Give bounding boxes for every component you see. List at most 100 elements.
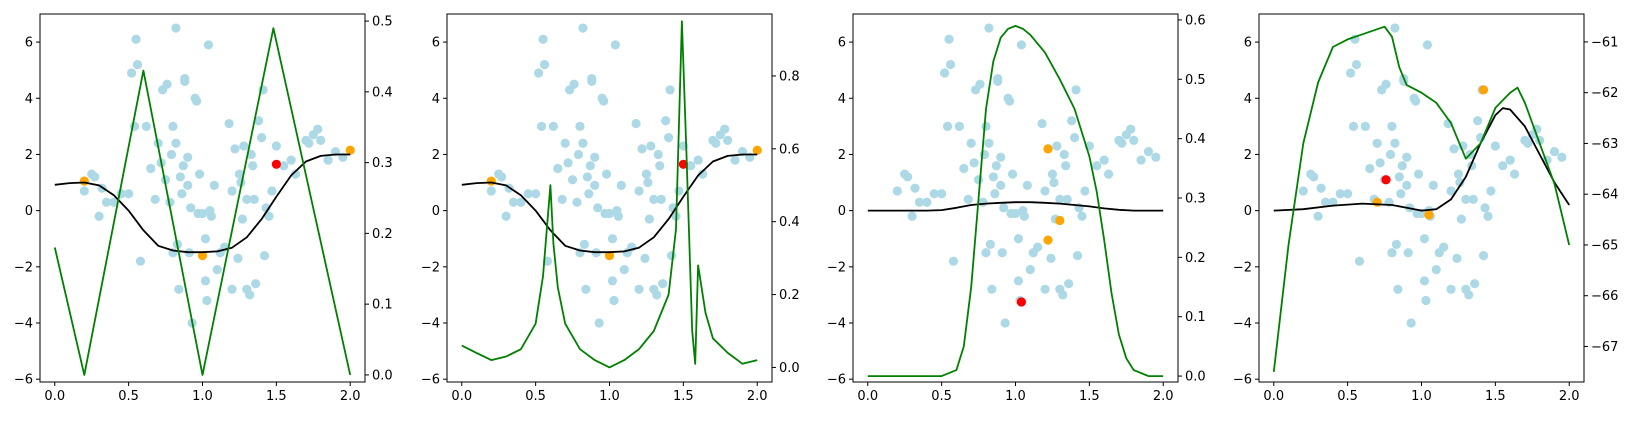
scatter-point xyxy=(963,194,973,205)
scatter-point xyxy=(539,59,550,70)
orange-point xyxy=(1478,85,1489,95)
scatter-point xyxy=(1393,284,1403,294)
scatter-point xyxy=(653,149,663,160)
scatter-point xyxy=(516,197,526,207)
scatter-point xyxy=(658,279,668,289)
x-tick-label: 1.5 xyxy=(1079,389,1100,404)
scatter-point xyxy=(1446,186,1456,196)
plot-area xyxy=(867,23,1164,378)
scatter-point xyxy=(1381,79,1391,89)
scatter-point xyxy=(1410,96,1421,106)
scatter-point xyxy=(656,194,666,205)
scatter-point xyxy=(538,34,548,44)
scatter-point xyxy=(579,239,589,249)
scatter-point xyxy=(206,211,216,221)
y2-tick-label: 0.0 xyxy=(372,368,393,383)
red-point xyxy=(678,159,688,169)
scatter-point xyxy=(1470,279,1480,289)
y-tick-label: −4 xyxy=(421,317,440,332)
scatter-point xyxy=(575,121,585,131)
scatter-point xyxy=(536,121,547,131)
y-tick-label: 6 xyxy=(25,36,33,51)
scatter-point xyxy=(587,76,597,87)
y2-tick-label: 0.0 xyxy=(1185,370,1206,385)
x-tick-label: 0.5 xyxy=(931,389,952,404)
scatter-point xyxy=(1473,116,1483,126)
scatter-point xyxy=(183,180,193,190)
scatter-point xyxy=(162,79,172,89)
scatter-point xyxy=(1348,121,1359,131)
scatter-point xyxy=(1549,147,1560,157)
scatter-point xyxy=(1126,124,1136,134)
scatter-point xyxy=(194,169,205,179)
scatter-point xyxy=(996,180,1006,190)
scatter-point xyxy=(1136,155,1146,165)
scatter-point xyxy=(313,124,323,134)
scatter-point xyxy=(937,189,947,199)
y2-tick-label: 0.4 xyxy=(779,215,800,230)
y2-tick-label: −67 xyxy=(1591,340,1618,355)
orange-point xyxy=(1055,215,1065,226)
scatter-point xyxy=(1452,253,1462,263)
scatter-point xyxy=(200,234,211,244)
scatter-point xyxy=(1413,169,1424,179)
subplot-1: 0.0 0.5 1.0 1.5 2.0 −6 −4 −2 0 2 4 6 0.0 0.1 0.2 0.3 0.4… xyxy=(14,13,393,404)
scatter-point xyxy=(1069,133,1080,143)
scatter-point xyxy=(1419,276,1430,286)
scatter-point xyxy=(640,253,650,263)
scatter-point xyxy=(248,161,258,171)
orange-point xyxy=(604,250,615,261)
scatter-point xyxy=(1468,194,1478,205)
scatter-point xyxy=(1316,183,1326,193)
scatter-point xyxy=(634,284,644,294)
scatter-point xyxy=(1391,239,1401,249)
scatter-point xyxy=(1387,248,1397,258)
scatter-point xyxy=(730,155,740,165)
scatter-point xyxy=(584,189,594,199)
scatter-point xyxy=(249,194,259,205)
scatter-point xyxy=(572,197,582,207)
scatter-point xyxy=(997,248,1007,258)
x-tick-label: 1.5 xyxy=(266,389,287,404)
scatter-point xyxy=(945,59,956,70)
scatter-point xyxy=(1431,265,1441,275)
scatter-point xyxy=(224,118,234,129)
plot-area xyxy=(1272,23,1571,372)
y2-tick-label: 0.5 xyxy=(1185,73,1206,88)
scatter-point xyxy=(286,155,296,165)
scatter-point xyxy=(942,121,953,131)
scatter-point xyxy=(978,197,988,207)
scatter-point xyxy=(903,172,913,182)
y-tick-label: −6 xyxy=(827,373,846,388)
subplot-3: 0.0 0.5 1.0 1.5 2.0 −6 −4 −2 0 2 4 6 0.0 0.1 0.2 0.3 0.4… xyxy=(827,13,1206,404)
scatter-point xyxy=(553,163,563,174)
scatter-point xyxy=(1055,194,1065,205)
scatter-point xyxy=(922,197,932,207)
y-tick-label: 0 xyxy=(838,204,846,219)
scatter-point xyxy=(1490,141,1500,151)
scatter-point xyxy=(563,158,573,168)
scatter-point xyxy=(1406,318,1416,328)
scatter-point xyxy=(254,116,264,126)
scatter-point xyxy=(1557,152,1567,162)
scatter-point xyxy=(171,138,181,148)
scatter-point xyxy=(1013,276,1024,286)
scatter-point xyxy=(987,284,997,294)
y-tick-label: 6 xyxy=(1244,36,1252,51)
scatter-point xyxy=(1328,197,1338,207)
scatter-point xyxy=(1025,265,1035,275)
y2-tick-label: 0.8 xyxy=(779,69,800,84)
plot-area xyxy=(53,23,355,376)
scatter-point xyxy=(1360,121,1370,131)
scatter-point xyxy=(202,295,212,306)
y2-tick-label: 0.2 xyxy=(372,227,393,242)
y-tick-label: 0 xyxy=(1244,204,1252,219)
subplot-2: 0.0 0.5 1.0 1.5 2.0 −6 −4 −2 0 2 4 6 0.0 0.2 0.4 0.6 0.8 xyxy=(421,13,800,404)
scatter-point xyxy=(557,194,567,205)
scatter-point xyxy=(990,189,1000,199)
x-tick-label: 2.0 xyxy=(747,389,768,404)
red-point xyxy=(1381,175,1391,185)
scatter-point xyxy=(230,144,240,154)
scatter-point xyxy=(569,79,579,89)
